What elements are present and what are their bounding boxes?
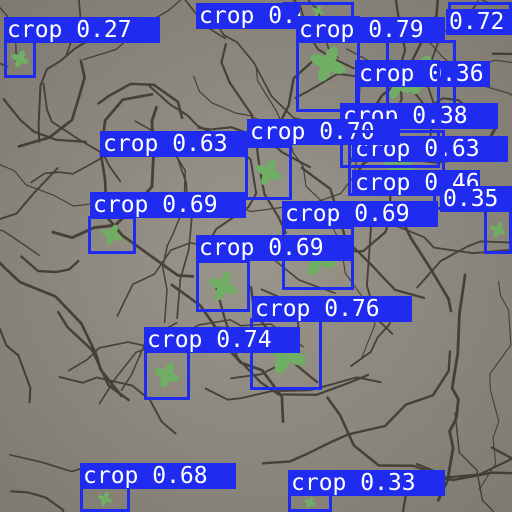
sprout-leaf bbox=[306, 502, 311, 508]
soil-crack bbox=[184, 0, 227, 40]
sprout-leaf bbox=[111, 233, 123, 241]
sprout-leaf bbox=[317, 10, 324, 15]
detection-label-15: crop 0.76 bbox=[252, 296, 412, 322]
sprout-leaf bbox=[267, 170, 282, 180]
sprout-leaf bbox=[166, 372, 180, 383]
sprout-leaf bbox=[490, 225, 499, 232]
sprout-leaf bbox=[100, 498, 107, 507]
detection-label-9: crop 0.63 bbox=[100, 131, 248, 157]
sprout-leaf bbox=[214, 285, 226, 301]
detection-box-14 bbox=[196, 260, 250, 312]
detection-box-8 bbox=[245, 145, 292, 200]
soil-crack bbox=[83, 0, 182, 61]
detection-label-18: crop 0.33 bbox=[288, 470, 445, 496]
soil-crack bbox=[422, 34, 512, 97]
detection-label-16: crop 0.74 bbox=[144, 327, 300, 353]
soil-crack bbox=[261, 350, 452, 465]
soil-crack bbox=[371, 0, 439, 143]
sprout-leaf bbox=[159, 374, 170, 388]
detection-label-12: 0.35 bbox=[440, 186, 512, 212]
sprout-leaf bbox=[164, 362, 175, 376]
sprout-leaf bbox=[310, 53, 329, 68]
soil-crack bbox=[0, 326, 32, 404]
sprout-leaf bbox=[274, 353, 290, 374]
sprout-leaf bbox=[97, 494, 106, 501]
detection-label-14: crop 0.69 bbox=[196, 235, 354, 261]
detection-box-17 bbox=[80, 486, 130, 512]
soil-crack bbox=[220, 43, 287, 234]
detection-label-10: crop 0.46 bbox=[352, 170, 480, 196]
sprout-leaf bbox=[106, 234, 114, 246]
sprout-leaf bbox=[317, 5, 322, 12]
soil-crack bbox=[17, 59, 86, 148]
sprout-leaf bbox=[327, 60, 346, 75]
sprout-leaf bbox=[317, 63, 332, 82]
soil-crack bbox=[0, 229, 40, 256]
soil-crack bbox=[326, 396, 512, 482]
sprout-leaf bbox=[285, 350, 306, 366]
sprout-leaf bbox=[103, 491, 110, 500]
detection-label-6: crop 0.38 bbox=[340, 103, 498, 129]
sprout-leaf bbox=[304, 499, 311, 504]
soil-crack bbox=[2, 98, 87, 143]
soil-crack bbox=[292, 0, 355, 70]
sprout-leaf bbox=[208, 277, 224, 289]
soil-crack bbox=[98, 319, 304, 405]
detection-label-11: crop 0.69 bbox=[90, 192, 246, 218]
soil-crack bbox=[436, 273, 467, 502]
sprout-leaf bbox=[15, 58, 22, 68]
sprout-leaf bbox=[154, 367, 168, 378]
sprout-leaf bbox=[314, 10, 319, 17]
sprout-leaf bbox=[261, 171, 271, 186]
sprout-leaf bbox=[309, 497, 314, 503]
soil-crack bbox=[10, 490, 65, 512]
soil-crack bbox=[401, 475, 410, 512]
sprout-leaf bbox=[324, 46, 339, 65]
detection-box-1 bbox=[4, 40, 36, 78]
sprout-leaf bbox=[389, 84, 400, 99]
detection-box-16 bbox=[144, 350, 190, 400]
sprout-leaf bbox=[307, 257, 322, 276]
soil-crack bbox=[0, 167, 59, 221]
soil-crack bbox=[213, 280, 370, 397]
sprout-leaf bbox=[312, 7, 319, 12]
soil-crack bbox=[454, 412, 495, 512]
detection-label-3: 0.72 bbox=[446, 9, 512, 35]
soil-crack bbox=[58, 376, 177, 435]
soil-crack bbox=[204, 376, 382, 401]
sprout-leaf bbox=[496, 222, 503, 231]
detection-label-2: crop 0.47 bbox=[196, 3, 300, 29]
soil-crack bbox=[300, 166, 426, 300]
detection-box-12 bbox=[484, 206, 512, 254]
sprout-leaf bbox=[497, 228, 506, 235]
soil-crack bbox=[478, 280, 512, 491]
soil-crack bbox=[20, 255, 80, 274]
detection-label-17: crop 0.68 bbox=[80, 463, 236, 489]
sprout-leaf bbox=[104, 497, 113, 504]
sprout-leaf bbox=[11, 54, 21, 61]
sprout-leaf bbox=[110, 224, 118, 236]
sprout-leaf bbox=[101, 229, 113, 237]
detection-label-13: crop 0.69 bbox=[282, 201, 438, 227]
detection-label-5: crop 0.36 bbox=[356, 61, 490, 87]
detection-box-11 bbox=[88, 216, 136, 254]
sprout-leaf bbox=[18, 50, 25, 60]
soil-crack bbox=[97, 82, 184, 120]
detection-label-1: crop 0.27 bbox=[4, 17, 160, 43]
soil-crack bbox=[307, 0, 339, 59]
soil-crack bbox=[0, 164, 93, 207]
sprout-leaf bbox=[220, 271, 232, 287]
sprout-leaf bbox=[266, 159, 276, 174]
soil-crack bbox=[42, 82, 122, 183]
soil-crack bbox=[392, 202, 453, 313]
detection-label-4: crop 0.79 bbox=[296, 17, 445, 43]
sprout-leaf bbox=[493, 229, 500, 238]
sprout-leaf bbox=[309, 501, 316, 506]
soil-crack bbox=[0, 261, 123, 398]
sprout-leaf bbox=[222, 283, 238, 295]
sprout-leaf bbox=[255, 165, 270, 175]
soil-crack bbox=[175, 153, 193, 320]
soil-crack bbox=[416, 240, 512, 289]
